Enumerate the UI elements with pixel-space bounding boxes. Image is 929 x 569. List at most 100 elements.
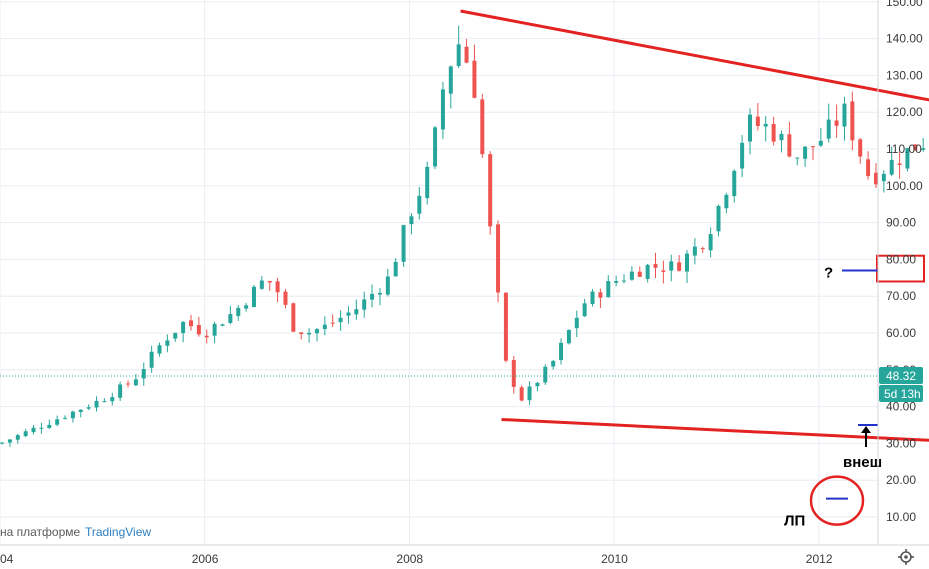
candle-body <box>110 397 115 402</box>
candle-body <box>47 424 52 428</box>
price-tick-label: 20.00 <box>886 473 916 487</box>
time-axis: 0420062008201020122014201620182020 <box>0 544 929 566</box>
upper-trend-line <box>460 9 929 102</box>
candle-body <box>527 386 532 401</box>
candle-body <box>173 332 178 339</box>
candle-body <box>779 133 784 141</box>
candle-body <box>0 442 5 444</box>
price-tick-label: 90.00 <box>886 216 916 230</box>
candle-body <box>543 366 548 383</box>
candle-body <box>858 139 863 157</box>
candle-body <box>291 303 296 332</box>
candle-body <box>31 427 36 433</box>
candle-body <box>559 342 564 361</box>
candle-body <box>740 142 745 169</box>
price-tick-label: 10.00 <box>886 510 916 524</box>
candle-body <box>566 330 571 344</box>
candle-body <box>181 321 186 334</box>
candle-body <box>275 281 280 293</box>
price-tick-label: 30.00 <box>886 436 916 450</box>
candle-body <box>724 194 729 209</box>
candle-body <box>448 66 453 94</box>
attribution-text: на платформе <box>0 525 81 539</box>
candle-body <box>905 148 910 169</box>
candle-body <box>921 148 926 150</box>
candle-body <box>834 120 839 126</box>
time-tick-label: 2006 <box>192 552 219 566</box>
candle-body <box>771 123 776 142</box>
candle-body <box>700 248 705 250</box>
candle-body <box>582 303 587 317</box>
candle-body <box>322 324 327 330</box>
candle-body <box>39 427 44 429</box>
candle-body <box>866 159 871 177</box>
countdown-badge-rect <box>879 384 923 402</box>
candle-body <box>299 332 304 334</box>
candle-body <box>803 146 808 159</box>
price-tick-label: 140.00 <box>886 32 923 46</box>
candle-body <box>314 329 319 334</box>
candle-body <box>677 262 682 271</box>
candle-body <box>881 173 886 182</box>
candle-body <box>488 154 493 227</box>
candle-body <box>795 157 800 159</box>
candle-body <box>598 292 603 298</box>
price-badge-rect <box>879 366 923 384</box>
candle-body <box>850 101 855 141</box>
candle-body <box>338 317 343 323</box>
lp-annotation: ЛП <box>784 513 805 530</box>
candle-body <box>480 99 485 155</box>
candle-body <box>220 324 225 326</box>
candle-body <box>590 291 595 305</box>
candle-body <box>464 46 469 63</box>
candle-body <box>196 324 201 335</box>
candle-body <box>307 332 312 335</box>
candle-body <box>330 322 335 324</box>
price-axis: 10.0020.0030.0040.0050.0060.0070.0080.00… <box>877 0 923 545</box>
candle-body <box>86 407 91 409</box>
candle-body <box>189 320 194 327</box>
price-tick-label: 110.00 <box>886 142 922 156</box>
time-tick-label: 2010 <box>601 552 628 566</box>
price-tick-label: 150.00 <box>886 0 923 9</box>
candle-body <box>55 419 60 425</box>
candle-body <box>133 379 138 386</box>
external-annotation: внеш <box>843 454 882 471</box>
candle-body <box>519 387 524 401</box>
candle-body <box>165 340 170 346</box>
time-tick-label: 2008 <box>396 552 423 566</box>
candle-body <box>574 317 579 329</box>
candle-body <box>346 312 351 316</box>
candle-body <box>362 299 367 310</box>
candle-body <box>622 280 627 282</box>
candle-body <box>747 114 752 142</box>
time-tick-label: 04 <box>0 552 14 566</box>
candle-body <box>503 292 508 361</box>
candle-body <box>708 234 713 251</box>
candle-body <box>440 89 445 130</box>
candle-body <box>102 401 107 403</box>
gear-icon[interactable] <box>898 549 914 565</box>
candle-body <box>236 307 241 317</box>
tradingview-link[interactable]: TradingView <box>85 525 151 539</box>
candle-body <box>141 369 146 379</box>
price-badge-label: 48.32 <box>886 369 916 383</box>
candle-body <box>63 417 68 419</box>
candle-body <box>78 409 83 412</box>
candle-body <box>157 345 162 354</box>
candle-body <box>818 140 823 146</box>
target-zone-box <box>876 254 925 283</box>
candle-body <box>716 205 721 232</box>
candle-body <box>23 431 28 437</box>
countdown-badge: 5d 13h <box>879 384 923 402</box>
countdown-label: 5d 13h <box>884 387 921 401</box>
candle-body <box>267 280 272 283</box>
arrow-head-icon <box>861 426 871 433</box>
candle-body <box>456 44 461 67</box>
price-tick-label: 100.00 <box>886 179 923 193</box>
candle-body <box>669 261 674 271</box>
chart-grid <box>0 0 878 545</box>
candle-body <box>251 286 256 308</box>
candle-body <box>551 360 556 367</box>
